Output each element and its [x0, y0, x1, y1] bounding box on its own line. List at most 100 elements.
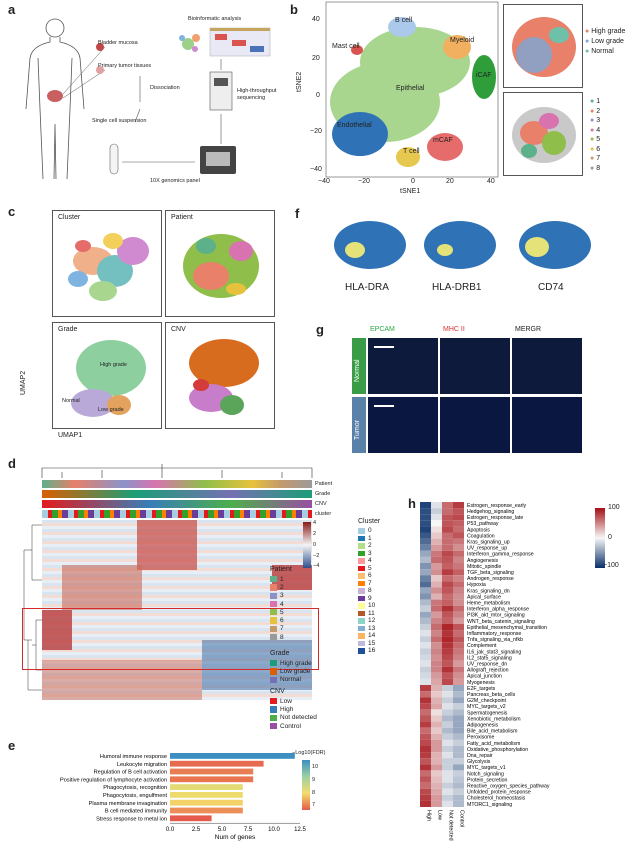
- h-cell: [453, 733, 464, 740]
- d-cnv-title: CNV: [270, 688, 285, 695]
- h-cell: [442, 782, 453, 789]
- tsne-ytick-0: 40: [312, 16, 320, 23]
- tsne-ytick-1: 20: [312, 55, 320, 62]
- d-patient-legend: Patient: [270, 566, 292, 573]
- h-cell: [420, 703, 431, 710]
- tsne-grade-thumb: [503, 4, 583, 88]
- e-bar: [170, 776, 254, 783]
- h-cell: [420, 581, 431, 588]
- h-cell: [453, 782, 464, 789]
- b-patient-3: 3: [596, 117, 601, 124]
- d-cluster-swatch: [358, 610, 365, 616]
- panel-e-letter: e: [8, 738, 16, 753]
- h-cell: [453, 581, 464, 588]
- h-cell: [431, 739, 442, 746]
- h-cell: [442, 672, 453, 679]
- h-cell: [453, 776, 464, 783]
- d-cluster-label: 9: [368, 594, 372, 602]
- d-patient-label: 3: [280, 592, 284, 600]
- d-grade-label: Low grade: [280, 667, 311, 675]
- tsne-label-bcell: B cell: [395, 17, 413, 24]
- bio-umap-thumb: [179, 34, 200, 52]
- h-cell: [420, 587, 431, 594]
- gene-label-hla-dra: HLA-DRA: [345, 282, 389, 293]
- h-row-label: Xenobiotic_metabolism: [467, 716, 521, 722]
- h-cell: [420, 758, 431, 765]
- h-cell: [420, 746, 431, 753]
- d-scale-2: 2: [313, 531, 317, 537]
- h-cell: [420, 739, 431, 746]
- h-cell: [442, 746, 453, 753]
- track-label-grade: Grade: [315, 491, 331, 497]
- h-cell: [420, 532, 431, 539]
- d-cluster-swatch: [358, 648, 365, 654]
- h-cell: [420, 611, 431, 618]
- h-row-label: Hedgehog_signaling: [467, 509, 514, 515]
- h-cell: [453, 538, 464, 545]
- h-row-label: Pancreas_beta_cells: [467, 692, 516, 698]
- panel-c-letter: c: [8, 204, 16, 219]
- tsne-xtick-2: 0: [411, 178, 415, 185]
- h-cell: [420, 666, 431, 673]
- umap-grade-box: [52, 322, 162, 429]
- e-cb-10: 10: [312, 764, 319, 770]
- h-cell: [453, 569, 464, 576]
- h-cell: [431, 672, 442, 679]
- d-cluster-label: 13: [368, 624, 376, 632]
- panel-f-letter: f: [295, 206, 300, 221]
- h-row-label: Androgen_response: [467, 576, 514, 582]
- d-cluster-item: 3: [358, 550, 375, 558]
- d-cluster-label: 15: [368, 639, 376, 647]
- h-cell: [442, 715, 453, 722]
- h-cell: [420, 733, 431, 740]
- stain-mhcii: MHC II: [443, 326, 465, 333]
- d-patient-item: 4: [270, 600, 284, 608]
- d-cnv-swatch: [270, 698, 277, 705]
- h-cell: [442, 581, 453, 588]
- e-xtick: 2.5: [192, 827, 201, 833]
- d-patient-label: 5: [280, 608, 284, 616]
- h-cell: [420, 672, 431, 679]
- h-row-label: MYC_targets_v2: [467, 704, 506, 710]
- micro-normal-mhc: [440, 338, 510, 394]
- d-colorbar: [303, 522, 311, 568]
- h-cell: [431, 514, 442, 521]
- panel-d-letter: d: [8, 456, 16, 471]
- b-patient-6: 6: [596, 145, 601, 153]
- panel-a-diagram: [25, 18, 271, 180]
- patient-legend-b: ● 1 ● 2 ● 3 ● 4 ● 5 ● 6 ● 7 ● 8: [590, 98, 601, 172]
- h-row-label: Kras_signaling_dn: [467, 588, 510, 594]
- d-grade-swatch: [270, 660, 277, 667]
- h-col-label: Control: [459, 810, 465, 827]
- h-cell: [420, 727, 431, 734]
- e-cb-8: 8: [312, 790, 316, 796]
- tsne-xlabel: tSNE1: [400, 188, 421, 195]
- d-cnv-item: Control: [270, 722, 317, 730]
- h-row-label: Apical_surface: [467, 594, 501, 600]
- stain-merge: MERGR: [515, 326, 542, 333]
- d-grade-label: High grade: [280, 659, 312, 667]
- d-cluster-item: 16: [358, 647, 375, 655]
- h-row-label: UV_response_up: [467, 546, 507, 552]
- umap-title-grade: Grade: [58, 326, 78, 333]
- d-cluster-title: Cluster: [358, 518, 381, 525]
- h-cell: [453, 685, 464, 692]
- d-cluster-items: 0 1 2 3 4 5 6 7 8 9 10 11 12 13 14 15 16: [358, 527, 375, 655]
- h-cell: [420, 624, 431, 631]
- h-cell: [453, 666, 464, 673]
- h-cell: [442, 563, 453, 570]
- h-cell: [442, 794, 453, 801]
- micro-tumor-mhc: [440, 397, 510, 453]
- umap-label-high-grade: High grade: [100, 362, 127, 368]
- h-cell: [420, 715, 431, 722]
- h-cell: [453, 508, 464, 515]
- b-patient-4: 4: [596, 126, 601, 134]
- label-single-cell: Single cell suspension: [92, 118, 147, 124]
- h-cell: [453, 630, 464, 637]
- tsne-patient-thumb: [503, 92, 583, 176]
- heatmap-h: Estrogen_response_earlyHedgehog_signalin…: [420, 502, 550, 841]
- tsne-label-icaf: iCAF: [476, 72, 492, 79]
- h-cell: [420, 794, 431, 801]
- h-cell: [431, 611, 442, 618]
- h-cell: [420, 508, 431, 515]
